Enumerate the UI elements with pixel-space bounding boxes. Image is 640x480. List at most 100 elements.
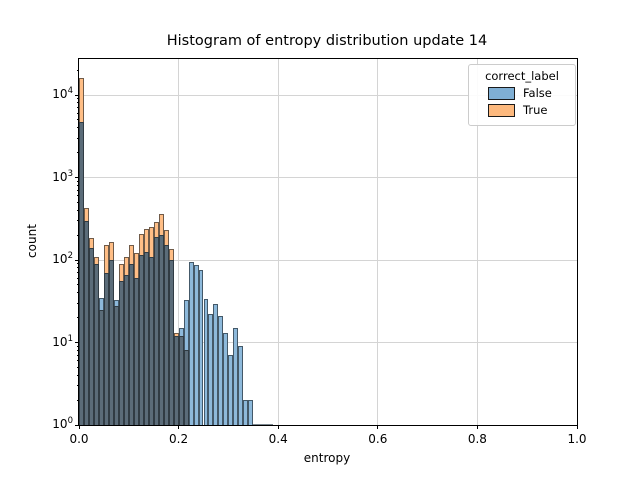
y-tick-label: 101 bbox=[52, 333, 73, 349]
y-gridline bbox=[79, 177, 577, 178]
legend-label: True bbox=[523, 103, 548, 117]
histogram-bar-false bbox=[218, 315, 224, 425]
y-minor-tick-mark bbox=[76, 201, 79, 203]
histogram-bar-true bbox=[173, 333, 179, 336]
y-minor-tick-mark bbox=[76, 399, 79, 401]
legend-swatch-true bbox=[488, 103, 515, 117]
y-minor-tick-mark bbox=[76, 184, 79, 186]
x-tick-mark bbox=[178, 425, 180, 429]
y-tick-mark bbox=[75, 94, 79, 96]
histogram-bar-false bbox=[213, 304, 219, 425]
histogram-bar-overlap bbox=[153, 237, 159, 425]
histogram-bar-overlap bbox=[133, 278, 139, 425]
legend-entry: True bbox=[488, 103, 568, 117]
histogram-bar-false bbox=[243, 400, 249, 425]
y-minor-tick-mark bbox=[76, 234, 79, 236]
y-minor-tick-mark bbox=[76, 366, 79, 368]
y-minor-tick-mark bbox=[76, 69, 79, 71]
x-tick-mark bbox=[476, 425, 478, 429]
histogram-bar-overlap bbox=[143, 252, 149, 425]
x-tick-label: 0.6 bbox=[368, 432, 388, 446]
x-tick-label: 0.2 bbox=[169, 432, 189, 446]
chart-title: Histogram of entropy distribution update… bbox=[166, 33, 488, 49]
histogram-bar-overlap bbox=[103, 272, 109, 425]
histogram-bar-count1 bbox=[253, 424, 259, 425]
histogram-bar-true bbox=[103, 245, 109, 273]
histogram-bar-true bbox=[128, 245, 134, 264]
histogram-bar-true bbox=[158, 214, 164, 236]
histogram-bar-false bbox=[223, 333, 229, 425]
y-minor-tick-mark bbox=[76, 127, 79, 129]
y-gridline bbox=[79, 259, 577, 261]
y-minor-tick-mark bbox=[76, 209, 79, 211]
histogram-bar-overlap bbox=[83, 220, 89, 425]
x-tick-mark bbox=[277, 425, 279, 429]
histogram-bar-false bbox=[238, 346, 244, 425]
x-gridline bbox=[178, 59, 180, 425]
y-minor-tick-mark bbox=[76, 317, 79, 319]
y-minor-tick-mark bbox=[76, 345, 79, 347]
x-tick-label: 0.4 bbox=[268, 432, 288, 446]
histogram-bar-true bbox=[88, 237, 94, 248]
histogram-bar-false bbox=[183, 299, 189, 351]
histogram-bar-true bbox=[123, 256, 129, 276]
histogram-bar-overlap bbox=[123, 275, 129, 425]
histogram-bar-false bbox=[193, 264, 199, 425]
histogram-bar-true bbox=[148, 227, 154, 257]
histogram-bar-overlap bbox=[113, 305, 119, 425]
y-minor-tick-mark bbox=[76, 98, 79, 100]
histogram-bar-overlap bbox=[118, 281, 124, 425]
histogram-bar-true bbox=[153, 221, 159, 237]
y-tick-mark bbox=[75, 259, 79, 261]
legend-swatch-false bbox=[488, 86, 515, 100]
legend: correct_label False True bbox=[468, 64, 576, 126]
y-minor-tick-mark bbox=[76, 302, 79, 304]
histogram-bar-overlap bbox=[128, 263, 134, 425]
histogram-bar-overlap bbox=[93, 263, 99, 425]
histogram-bar-overlap bbox=[138, 254, 144, 425]
histogram-bar-count1 bbox=[258, 424, 264, 425]
histogram-bar-overlap bbox=[88, 247, 94, 425]
y-minor-tick-mark bbox=[76, 107, 79, 109]
histogram-bar-true bbox=[143, 229, 149, 252]
y-minor-tick-mark bbox=[76, 102, 79, 104]
histogram-bar-overlap bbox=[183, 350, 189, 425]
histogram-bar-false bbox=[113, 299, 119, 306]
histogram-bar-overlap bbox=[79, 122, 84, 425]
histogram-bar-overlap bbox=[173, 335, 179, 425]
x-gridline bbox=[476, 59, 478, 425]
histogram-bar-overlap bbox=[178, 335, 184, 425]
histogram-bar-false bbox=[208, 314, 214, 425]
x-axis-label: entropy bbox=[303, 451, 351, 465]
y-minor-tick-mark bbox=[76, 220, 79, 222]
y-minor-tick-mark bbox=[76, 277, 79, 279]
histogram-bar-overlap bbox=[98, 309, 104, 425]
histogram-bar-overlap bbox=[148, 256, 154, 425]
x-gridline bbox=[277, 59, 279, 425]
x-tick-mark bbox=[78, 425, 80, 429]
histogram-bar-true bbox=[133, 253, 139, 279]
y-minor-tick-mark bbox=[76, 195, 79, 197]
y-minor-tick-mark bbox=[76, 180, 79, 182]
histogram-bar-count1 bbox=[263, 424, 269, 425]
y-minor-tick-mark bbox=[76, 349, 79, 351]
histogram-bar-false bbox=[203, 298, 209, 425]
y-minor-tick-mark bbox=[76, 267, 79, 269]
y-tick-label: 103 bbox=[52, 168, 73, 184]
histogram-bar-true bbox=[93, 256, 99, 264]
histogram-bar-true bbox=[163, 230, 169, 246]
y-minor-tick-mark bbox=[76, 152, 79, 154]
y-minor-tick-mark bbox=[76, 385, 79, 387]
plot-area: correct_label False True 0.0 0.2 0.4 0.6 0.8 1… bbox=[52, 58, 587, 446]
y-gridline bbox=[79, 94, 577, 96]
y-minor-tick-mark bbox=[76, 137, 79, 139]
histogram-bar-true bbox=[168, 249, 174, 260]
y-tick-label: 102 bbox=[52, 251, 73, 266]
y-minor-tick-mark bbox=[76, 284, 79, 286]
legend-entry: False bbox=[488, 86, 568, 100]
histogram-bar-false bbox=[248, 400, 254, 425]
y-minor-tick-mark bbox=[76, 354, 79, 356]
y-tick-label: 104 bbox=[52, 86, 73, 101]
histogram-bar-false bbox=[98, 297, 104, 310]
